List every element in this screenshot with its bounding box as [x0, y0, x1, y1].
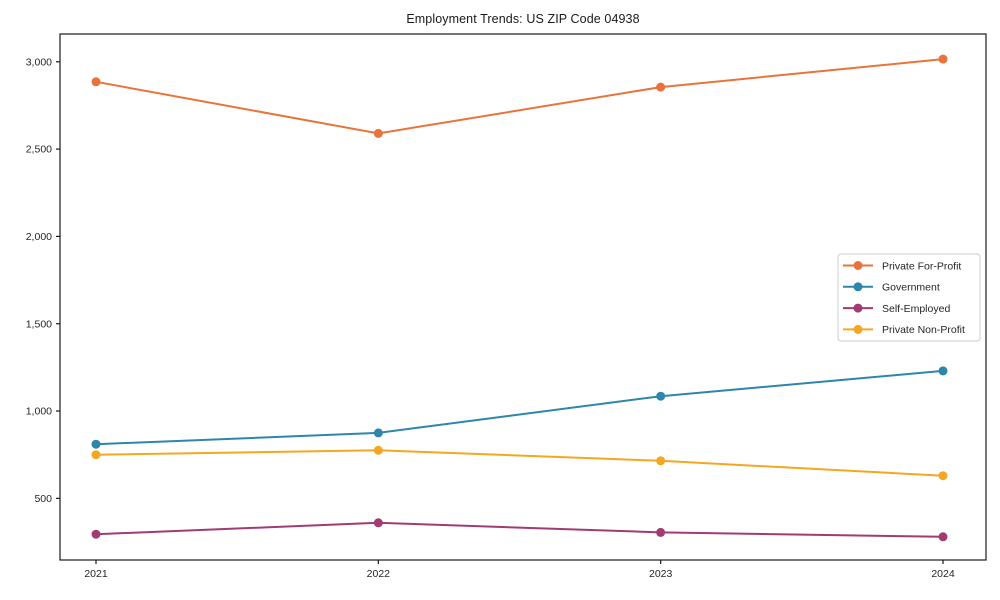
data-point-marker-self-employed	[91, 529, 101, 539]
x-axis-tick-label: 2021	[84, 568, 108, 580]
legend-box	[837, 253, 981, 342]
y-axis-tick-label: 2,500	[26, 144, 52, 156]
legend-marker-icon-private-non-profit	[853, 324, 863, 334]
y-axis-tick-label: 500	[34, 493, 52, 505]
legend-marker-icon-private-for-profit	[853, 261, 863, 270]
data-point-marker-private-non-profit	[656, 456, 666, 466]
y-axis-tick-label: 3,000	[26, 56, 52, 68]
data-point-marker-private-for-profit	[373, 128, 383, 138]
axes-box	[59, 33, 987, 561]
data-point-marker-private-non-profit	[91, 450, 101, 460]
series-line-private-for-profit	[95, 58, 944, 135]
data-point-marker-self-employed	[373, 518, 383, 528]
legend-item-label-private-for-profit: Private For-Profit	[882, 260, 961, 272]
chart-title: Employment Trends: US ZIP Code 04938	[406, 12, 640, 26]
data-point-marker-government	[91, 439, 101, 449]
data-point-marker-self-employed	[656, 527, 666, 537]
legend-item-label-government: Government	[882, 282, 940, 294]
data-point-marker-private-non-profit	[373, 445, 383, 455]
y-axis-tick-label: 2,000	[26, 231, 52, 243]
y-axis-tick-label: 1,500	[26, 318, 52, 330]
x-axis-tick-label: 2023	[649, 568, 673, 580]
x-axis-tick-label: 2022	[367, 568, 391, 580]
data-point-marker-government	[656, 391, 666, 401]
series-line-private-non-profit	[95, 449, 944, 477]
legend-marker-icon-government	[853, 282, 863, 292]
data-point-marker-private-for-profit	[656, 82, 666, 92]
y-axis-tick-label: 1,000	[26, 406, 52, 418]
data-point-marker-private-non-profit	[938, 471, 948, 481]
legend-item-label-self-employed: Self-Employed	[882, 303, 950, 315]
legend-marker-icon-self-employed	[853, 303, 863, 313]
series-line-self-employed	[95, 521, 944, 538]
legend-item-label-private-non-profit: Private Non-Profit	[882, 324, 965, 336]
data-point-marker-self-employed	[938, 532, 948, 542]
data-point-marker-private-for-profit	[938, 54, 948, 64]
data-point-marker-government	[938, 366, 948, 376]
data-point-marker-government	[373, 428, 383, 438]
data-point-marker-private-for-profit	[91, 77, 101, 87]
series-line-government	[95, 369, 944, 446]
x-axis-tick-label: 2024	[931, 568, 955, 580]
